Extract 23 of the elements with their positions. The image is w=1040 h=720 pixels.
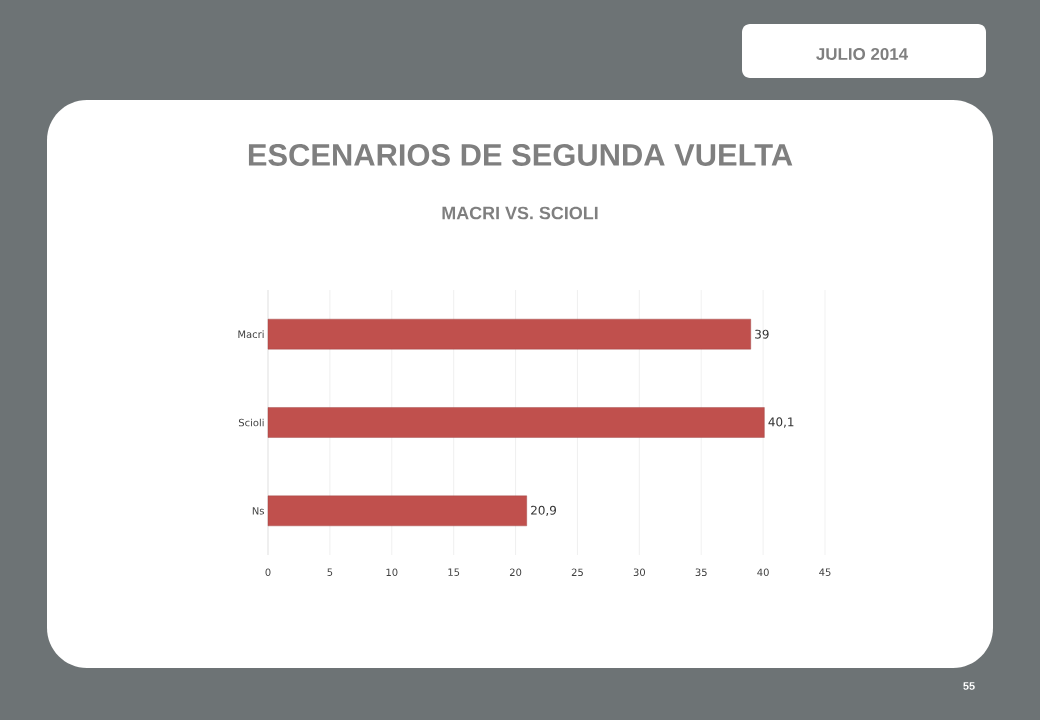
text: 55	[963, 682, 975, 690]
bar	[267, 318, 751, 350]
text: JULIO 2014	[816, 47, 909, 60]
x-tick-label: 30	[633, 568, 646, 577]
x-tick-label: 5	[327, 568, 333, 576]
x-tick-label: 15	[448, 568, 460, 576]
x-tick-label: 35	[695, 568, 707, 577]
y-tick-label: Scioli	[238, 418, 264, 427]
x-tick-label: 40	[757, 568, 769, 577]
x-tick-label: 45	[819, 568, 831, 576]
bar	[267, 495, 527, 527]
y-tick-label: Macri	[238, 330, 264, 339]
bar	[267, 407, 765, 438]
x-tick-label: 25	[571, 568, 583, 577]
chart-title: ESCENARIOS DE SEGUNDA VUELTA	[248, 144, 793, 166]
x-tick-label: 0	[265, 568, 271, 577]
x-tick-label: 20	[509, 568, 522, 577]
data-label: 20,9	[531, 505, 556, 516]
data-label: 40,1	[768, 417, 794, 428]
chart-subtitle: MACRI VS. SCIOLI	[442, 206, 598, 220]
data-label: 39	[755, 329, 769, 339]
x-tick-label: 10	[386, 568, 398, 577]
y-tick-label: Ns	[252, 507, 264, 515]
